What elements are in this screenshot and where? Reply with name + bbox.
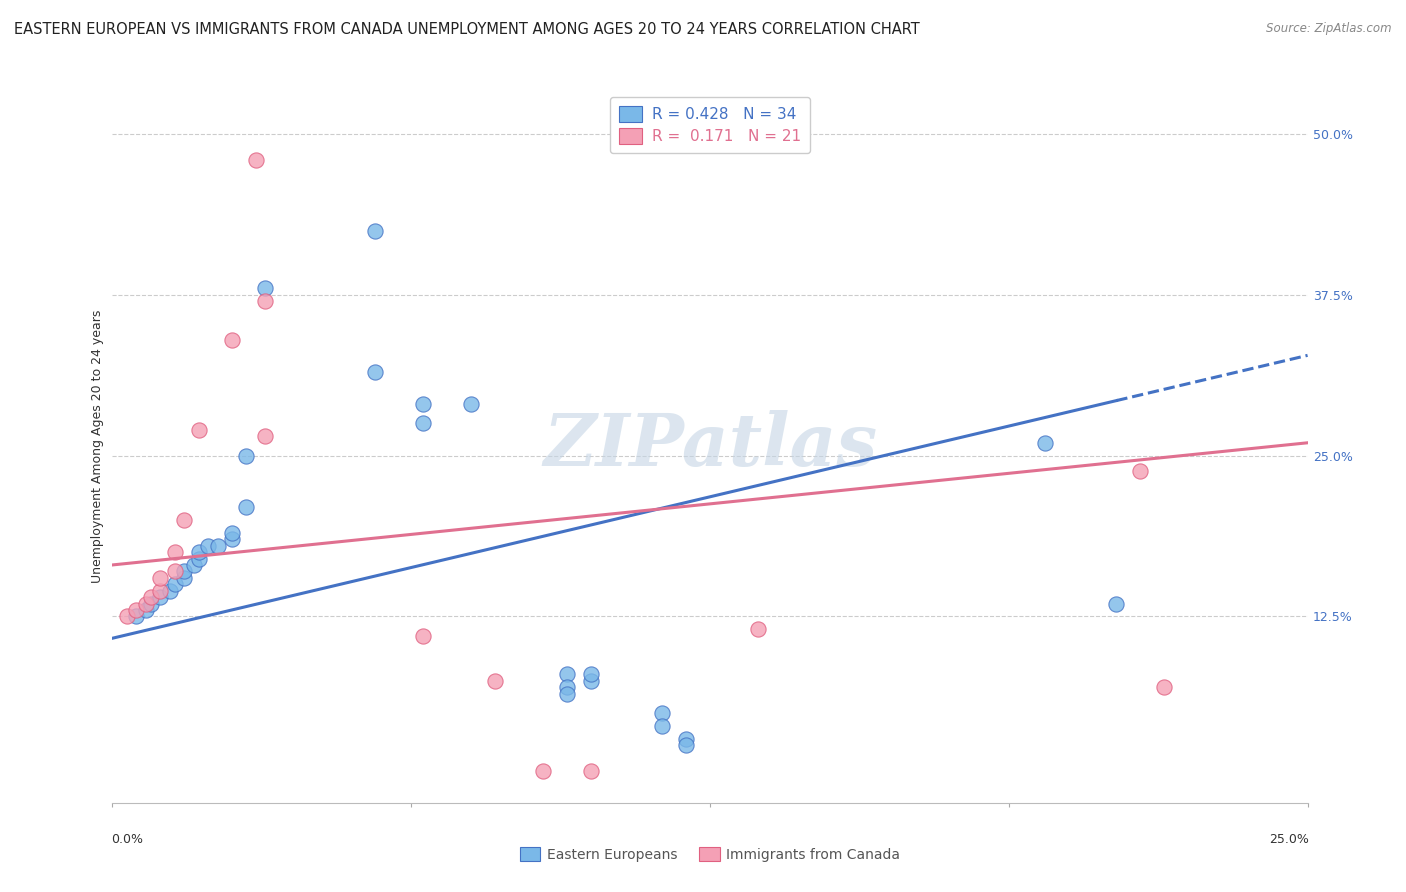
Point: [159, 583, 181, 598]
Point: [412, 397, 434, 411]
Point: [579, 673, 602, 688]
Point: [221, 533, 243, 547]
Point: [187, 545, 209, 559]
Point: [651, 706, 673, 720]
Point: [254, 281, 277, 295]
Point: [149, 590, 172, 604]
Point: [1153, 680, 1175, 694]
Legend: Eastern Europeans, Immigrants from Canada: Eastern Europeans, Immigrants from Canad…: [515, 841, 905, 867]
Point: [412, 417, 434, 431]
Y-axis label: Unemployment Among Ages 20 to 24 years: Unemployment Among Ages 20 to 24 years: [91, 310, 104, 582]
Point: [235, 449, 257, 463]
Point: [747, 622, 769, 636]
Point: [412, 629, 434, 643]
Text: Source: ZipAtlas.com: Source: ZipAtlas.com: [1267, 22, 1392, 36]
Point: [555, 680, 578, 694]
Point: [254, 429, 277, 443]
Point: [460, 397, 482, 411]
Text: ZIPatlas: ZIPatlas: [543, 410, 877, 482]
Point: [364, 365, 387, 379]
Point: [555, 686, 578, 700]
Point: [187, 423, 209, 437]
Point: [207, 539, 229, 553]
Point: [579, 667, 602, 681]
Point: [364, 224, 387, 238]
Text: EASTERN EUROPEAN VS IMMIGRANTS FROM CANADA UNEMPLOYMENT AMONG AGES 20 TO 24 YEAR: EASTERN EUROPEAN VS IMMIGRANTS FROM CANA…: [14, 22, 920, 37]
Point: [579, 764, 602, 778]
Point: [675, 738, 697, 752]
Point: [139, 597, 162, 611]
Point: [139, 590, 162, 604]
Point: [135, 597, 157, 611]
Point: [115, 609, 138, 624]
Point: [254, 294, 277, 309]
Point: [245, 153, 267, 167]
Point: [651, 719, 673, 733]
Point: [173, 571, 195, 585]
Point: [555, 667, 578, 681]
Point: [1033, 435, 1056, 450]
Point: [149, 583, 172, 598]
Point: [163, 577, 186, 591]
Point: [163, 565, 186, 579]
Point: [197, 539, 219, 553]
Point: [531, 764, 554, 778]
Point: [187, 551, 209, 566]
Point: [484, 673, 506, 688]
Point: [221, 333, 243, 347]
Point: [221, 525, 243, 540]
Point: [173, 513, 195, 527]
Point: [173, 565, 195, 579]
Point: [183, 558, 205, 572]
Point: [1105, 597, 1128, 611]
Point: [149, 571, 172, 585]
Text: 0.0%: 0.0%: [111, 833, 143, 846]
Point: [675, 731, 697, 746]
Point: [125, 609, 148, 624]
Text: 25.0%: 25.0%: [1268, 833, 1309, 846]
Point: [135, 603, 157, 617]
Point: [1129, 464, 1152, 478]
Point: [125, 603, 148, 617]
Point: [235, 500, 257, 514]
Point: [163, 545, 186, 559]
